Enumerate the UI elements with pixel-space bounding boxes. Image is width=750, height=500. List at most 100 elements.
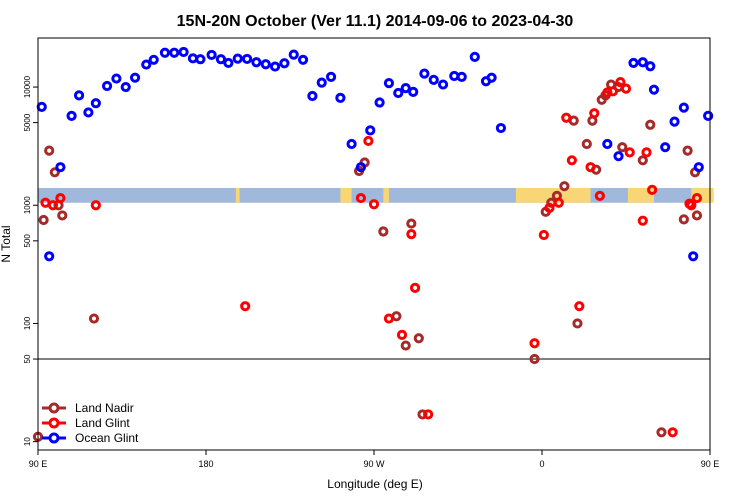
legend-swatch-marker [48, 417, 60, 429]
point-ocean_glint [120, 81, 131, 93]
y-axis-title: N Total [0, 225, 13, 262]
point-land_glint [90, 200, 101, 211]
data-points [32, 46, 714, 442]
point-land_glint [355, 192, 367, 204]
x-axis: 90 E 180 90 W 0 90 E [29, 450, 719, 469]
point-land_nadir [378, 226, 389, 237]
point-ocean_glint [260, 59, 271, 70]
band-land-segment [383, 187, 389, 203]
point-land_nadir [656, 427, 667, 438]
point-land_glint [529, 338, 540, 349]
point-land_glint [240, 301, 251, 312]
point-ocean_glint [66, 110, 77, 122]
legend-label: Land Glint [75, 416, 130, 430]
point-ocean_glint [232, 53, 243, 64]
plot-frame [37, 37, 711, 451]
chart-title: 15N-20N October (Ver 11.1) 2014-09-06 to… [177, 13, 574, 30]
point-land_nadir [678, 214, 689, 225]
point-land_glint [641, 147, 652, 158]
point-ocean_glint [178, 46, 189, 58]
point-land_glint [561, 112, 572, 123]
point-land_glint [585, 162, 596, 173]
point-ocean_glint [703, 110, 714, 122]
point-land_glint [691, 192, 703, 204]
point-ocean_glint [90, 98, 101, 109]
point-ocean_glint [169, 47, 180, 58]
point-land_glint [47, 200, 59, 211]
point-ocean_glint [297, 54, 309, 65]
y-tick-label: 1000 [23, 196, 32, 214]
point-ocean_glint [437, 79, 449, 90]
point-land_glint [409, 282, 421, 293]
x-tick-label: 0 [539, 459, 544, 469]
point-ocean_glint [648, 84, 660, 95]
point-ocean_glint [241, 53, 253, 65]
point-ocean_glint [325, 71, 337, 82]
point-ocean_glint [316, 77, 327, 88]
point-ocean_glint [73, 90, 85, 101]
point-land_nadir [645, 119, 656, 130]
point-ocean_glint [355, 162, 367, 173]
point-ocean_glint [419, 68, 430, 79]
legend-label: Ocean Glint [75, 431, 139, 445]
legend-label: Land Nadir [75, 401, 134, 415]
point-ocean_glint [637, 57, 648, 68]
y-axis: 10 50 100 500 1000 5000 10000 [23, 75, 38, 446]
point-land_glint [615, 77, 626, 88]
point-land_nadir [400, 340, 411, 351]
point-ocean_glint [279, 58, 290, 69]
point-land_glint [363, 135, 374, 147]
point-ocean_glint [693, 162, 704, 173]
point-land_nadir [691, 210, 703, 221]
series-ocean_glint [36, 46, 714, 262]
point-ocean_glint [141, 59, 152, 70]
point-land_glint [574, 301, 585, 312]
point-ocean_glint [129, 72, 141, 83]
band-land-segment [691, 187, 714, 203]
point-ocean_glint [269, 61, 281, 72]
point-ocean_glint [469, 51, 480, 62]
point-ocean_glint [678, 102, 689, 113]
point-land_nadir [38, 214, 49, 226]
y-tick-label: 500 [23, 234, 32, 248]
point-ocean_glint [307, 90, 318, 102]
point-land_glint [538, 229, 549, 241]
point-land_nadir [44, 145, 55, 156]
point-ocean_glint [645, 61, 656, 72]
point-ocean_glint [613, 151, 624, 162]
point-land_nadir [529, 353, 540, 365]
legend-swatch-marker [48, 432, 60, 444]
band-land-segment [340, 187, 352, 203]
y-tick-label: 100 [23, 316, 32, 330]
point-ocean_glint [288, 49, 299, 60]
point-ocean_glint [688, 251, 699, 262]
point-ocean_glint [393, 87, 404, 99]
point-ocean_glint [215, 54, 227, 65]
point-ocean_glint [428, 74, 439, 85]
point-ocean_glint [55, 162, 66, 173]
y-tick-label: 5000 [23, 113, 32, 131]
point-land_glint [637, 215, 648, 226]
point-land_glint [396, 329, 408, 341]
point-ocean_glint [400, 82, 411, 94]
point-land_glint [383, 313, 395, 324]
x-tick-label: 180 [198, 459, 213, 469]
point-land_nadir [581, 138, 592, 150]
point-ocean_glint [456, 71, 467, 82]
point-ocean_glint [374, 97, 385, 108]
point-land_glint [607, 86, 619, 97]
point-ocean_glint [346, 138, 357, 150]
series-land_nadir [32, 79, 703, 442]
point-land_nadir [559, 181, 570, 192]
point-land_glint [594, 190, 605, 201]
band-land-segment [235, 187, 240, 203]
point-land_glint [620, 83, 632, 94]
point-ocean_glint [486, 72, 497, 83]
point-land_nadir [682, 145, 693, 156]
point-land_glint [553, 197, 564, 208]
y-tick-label: 10000 [23, 75, 32, 98]
point-land_nadir [413, 333, 424, 344]
point-ocean_glint [669, 116, 680, 127]
point-ocean_glint [628, 57, 639, 69]
